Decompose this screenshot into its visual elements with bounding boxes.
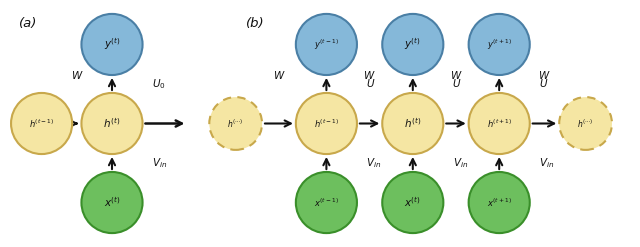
Text: W: W <box>364 71 375 81</box>
Text: $h^{(\cdots)}$: $h^{(\cdots)}$ <box>227 117 244 130</box>
Text: $h^{(t)}$: $h^{(t)}$ <box>104 117 120 130</box>
Text: $V_{in}$: $V_{in}$ <box>539 156 554 170</box>
Text: $x^{(t)}$: $x^{(t)}$ <box>404 196 421 209</box>
Ellipse shape <box>382 93 444 154</box>
Ellipse shape <box>559 97 612 150</box>
Ellipse shape <box>382 172 444 233</box>
Ellipse shape <box>468 93 530 154</box>
Ellipse shape <box>81 93 143 154</box>
Text: W: W <box>451 71 461 81</box>
Text: W: W <box>540 71 550 81</box>
Ellipse shape <box>81 14 143 75</box>
Text: $y^{(t)}$: $y^{(t)}$ <box>104 37 120 52</box>
Text: U: U <box>366 79 374 89</box>
Text: U: U <box>452 79 460 89</box>
Text: $V_{in}$: $V_{in}$ <box>366 156 381 170</box>
Ellipse shape <box>296 172 357 233</box>
Ellipse shape <box>382 14 444 75</box>
Ellipse shape <box>296 14 357 75</box>
Text: $h^{(t)}$: $h^{(t)}$ <box>404 117 421 130</box>
Text: $y^{(t-1)}$: $y^{(t-1)}$ <box>314 37 339 52</box>
Ellipse shape <box>81 172 143 233</box>
Text: $h^{(t-1)}$: $h^{(t-1)}$ <box>314 117 339 130</box>
Ellipse shape <box>468 14 530 75</box>
Text: W: W <box>274 71 284 81</box>
Text: $x^{(t-1)}$: $x^{(t-1)}$ <box>314 196 339 209</box>
Text: $V_{in}$: $V_{in}$ <box>452 156 468 170</box>
Text: $h^{(\cdots)}$: $h^{(\cdots)}$ <box>577 117 594 130</box>
Text: $x^{(t+1)}$: $x^{(t+1)}$ <box>487 196 511 209</box>
Text: W: W <box>72 71 82 81</box>
Text: U: U <box>539 79 547 89</box>
Ellipse shape <box>11 93 72 154</box>
Text: (b): (b) <box>246 17 265 30</box>
Text: $x^{(t)}$: $x^{(t)}$ <box>104 196 120 209</box>
Text: $y^{(t)}$: $y^{(t)}$ <box>404 37 421 52</box>
Text: (a): (a) <box>19 17 38 30</box>
Text: $h^{(t-1)}$: $h^{(t-1)}$ <box>29 117 54 130</box>
Text: $V_{in}$: $V_{in}$ <box>152 156 167 170</box>
Text: $U_0$: $U_0$ <box>152 77 166 91</box>
Ellipse shape <box>468 172 530 233</box>
Ellipse shape <box>296 93 357 154</box>
Text: $y^{(t+1)}$: $y^{(t+1)}$ <box>487 37 511 52</box>
Text: $h^{(t+1)}$: $h^{(t+1)}$ <box>486 117 512 130</box>
Ellipse shape <box>209 97 262 150</box>
